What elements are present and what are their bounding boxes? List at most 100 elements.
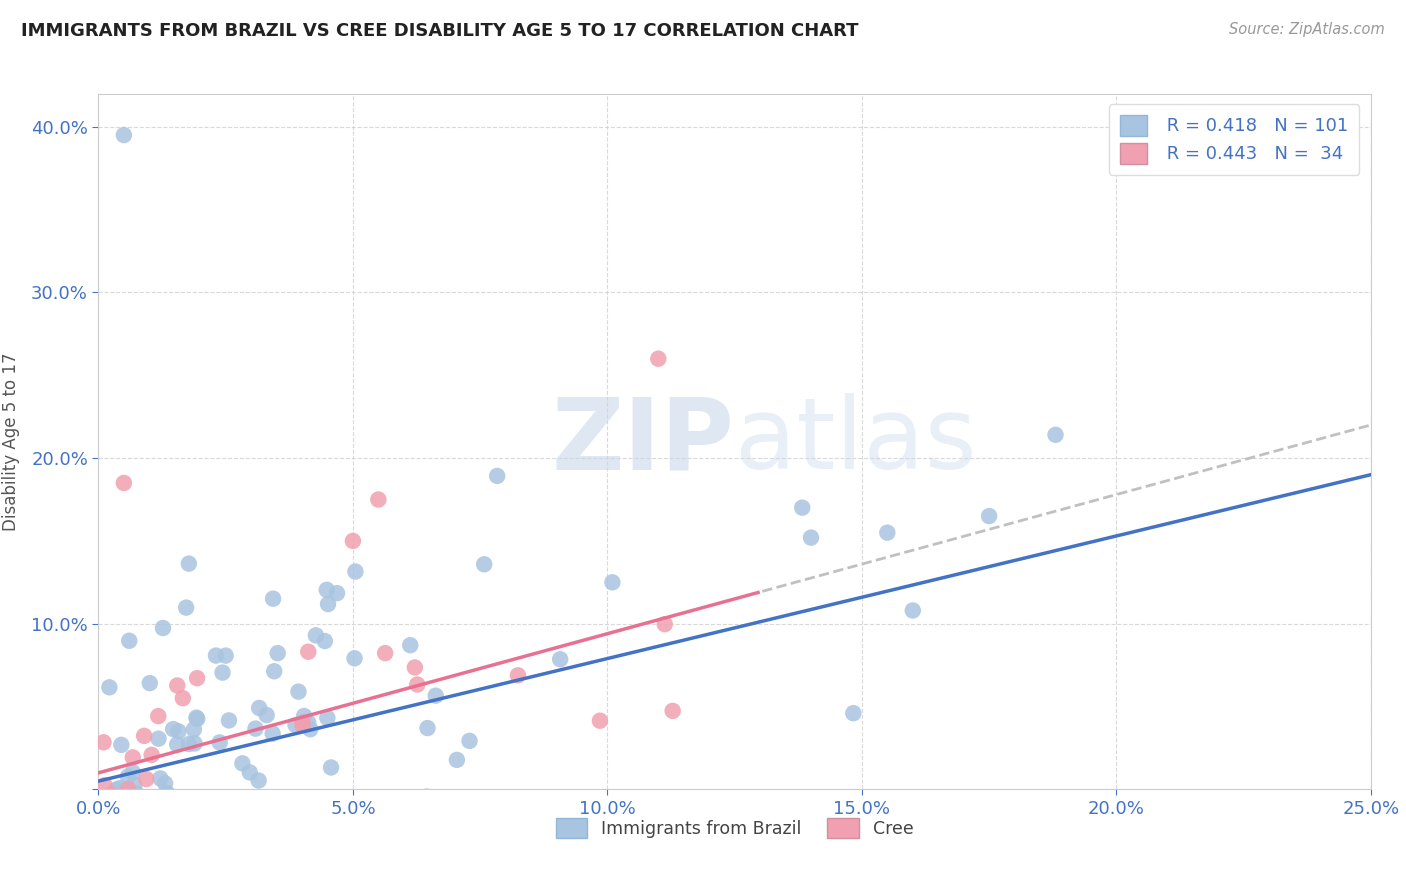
Point	[291, 718, 314, 732]
Point	[148, 731, 170, 746]
Point	[122, 813, 145, 827]
Point	[135, 772, 157, 786]
Point	[245, 722, 267, 736]
Point	[792, 500, 814, 515]
Point	[134, 798, 156, 813]
Point	[297, 645, 319, 659]
Point	[177, 737, 200, 751]
Point	[117, 770, 139, 784]
Point	[262, 726, 284, 740]
Point	[212, 838, 235, 852]
Point	[162, 852, 184, 866]
Y-axis label: Disability Age 5 to 17: Disability Age 5 to 17	[1, 352, 20, 531]
Point	[121, 765, 143, 780]
Point	[167, 724, 190, 739]
Point	[1181, 128, 1204, 142]
Point	[166, 738, 188, 752]
Point	[979, 509, 1001, 524]
Point	[155, 786, 177, 800]
Point	[103, 864, 125, 879]
Point	[186, 865, 208, 880]
Point	[256, 708, 278, 723]
Point	[93, 735, 115, 749]
Point	[842, 706, 865, 721]
Point	[176, 840, 198, 855]
Point	[186, 671, 208, 685]
Point	[110, 780, 132, 795]
Point	[176, 841, 198, 855]
Point	[98, 681, 121, 695]
Point	[406, 677, 429, 691]
Point	[292, 709, 315, 723]
Point	[152, 621, 174, 635]
Point	[166, 678, 188, 692]
Point	[93, 865, 115, 880]
Text: Source: ZipAtlas.com: Source: ZipAtlas.com	[1229, 22, 1385, 37]
Point	[343, 651, 366, 665]
Point	[105, 782, 128, 797]
Point	[654, 617, 676, 632]
Point	[204, 865, 226, 880]
Point	[589, 714, 612, 728]
Point	[156, 786, 179, 800]
Point	[342, 533, 364, 548]
Point	[287, 684, 309, 698]
Point	[416, 789, 439, 804]
Point	[222, 827, 245, 841]
Point	[901, 603, 924, 617]
Point	[316, 597, 339, 611]
Point	[1045, 427, 1067, 442]
Point	[266, 646, 288, 660]
Point	[247, 773, 270, 788]
Point	[316, 711, 339, 725]
Point	[661, 704, 683, 718]
Point	[399, 638, 422, 652]
Point	[208, 735, 231, 749]
Point	[252, 865, 274, 880]
Point	[153, 776, 176, 790]
Point	[228, 865, 250, 880]
Point	[486, 469, 509, 483]
Point	[183, 723, 205, 737]
Point	[156, 820, 179, 834]
Point	[211, 665, 233, 680]
Point	[305, 628, 328, 642]
Point	[152, 841, 174, 855]
Point	[93, 778, 115, 792]
Point	[112, 128, 135, 142]
Text: atlas: atlas	[734, 393, 976, 490]
Point	[291, 798, 314, 813]
Text: IMMIGRANTS FROM BRAZIL VS CREE DISABILITY AGE 5 TO 17 CORRELATION CHART: IMMIGRANTS FROM BRAZIL VS CREE DISABILIT…	[21, 22, 859, 40]
Point	[110, 738, 132, 752]
Point	[299, 723, 322, 737]
Point	[297, 715, 319, 730]
Point	[134, 729, 156, 743]
Point	[124, 778, 146, 792]
Point	[800, 531, 823, 545]
Point	[506, 668, 529, 682]
Point	[141, 747, 163, 762]
Point	[367, 492, 389, 507]
Point	[264, 803, 287, 817]
Point	[344, 565, 367, 579]
Point	[96, 822, 118, 836]
Point	[314, 634, 336, 648]
Point	[239, 765, 262, 780]
Point	[188, 865, 211, 880]
Point	[262, 591, 284, 606]
Point	[374, 646, 396, 660]
Point	[112, 475, 135, 490]
Point	[100, 865, 122, 880]
Point	[148, 709, 170, 723]
Point	[183, 736, 205, 750]
Point	[166, 865, 188, 880]
Point	[139, 676, 162, 690]
Point	[190, 794, 212, 808]
Point	[326, 586, 349, 600]
Point	[214, 648, 236, 663]
Point	[93, 865, 115, 880]
Point	[162, 722, 184, 736]
Point	[425, 689, 447, 703]
Point	[136, 865, 159, 880]
Point	[172, 691, 194, 706]
